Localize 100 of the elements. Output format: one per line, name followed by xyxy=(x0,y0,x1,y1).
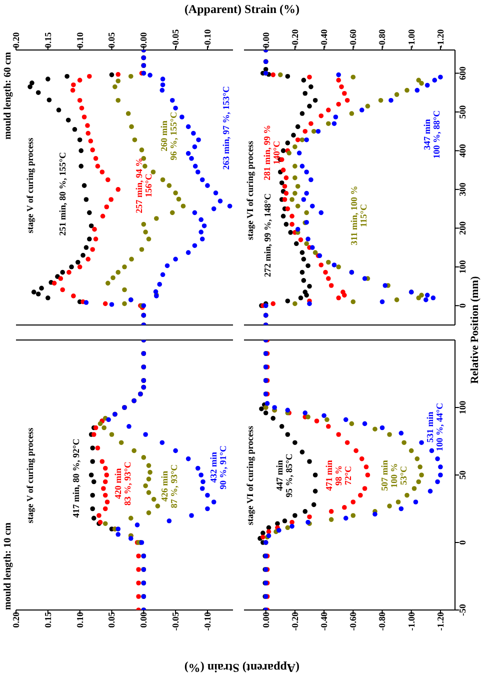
point xyxy=(28,84,32,90)
point xyxy=(308,84,314,90)
point xyxy=(378,98,384,103)
x-tick-label: 0.05 xyxy=(106,32,117,48)
x-tick-label: 0.05 xyxy=(106,612,117,628)
point xyxy=(79,106,84,110)
point xyxy=(416,78,422,83)
point xyxy=(272,405,277,410)
point xyxy=(310,204,315,208)
x-tick-label: -0.60 xyxy=(348,28,358,48)
point xyxy=(180,204,186,208)
point xyxy=(198,230,204,234)
point xyxy=(66,270,72,275)
point xyxy=(398,506,404,512)
text: 251 min, 80 %, 155°C xyxy=(58,152,68,236)
point xyxy=(307,301,312,306)
text: mould length: 60 cm xyxy=(2,51,14,140)
point xyxy=(364,464,369,470)
point xyxy=(173,256,178,262)
y-tick-label: 200 xyxy=(457,220,468,235)
point xyxy=(344,440,350,445)
point xyxy=(435,456,440,462)
point xyxy=(304,241,309,246)
point xyxy=(312,98,318,103)
point xyxy=(150,170,156,174)
point xyxy=(157,282,162,287)
point xyxy=(93,156,98,161)
point xyxy=(307,74,312,80)
text: 347 min 100 %, 88°C xyxy=(422,110,442,159)
point xyxy=(80,252,86,258)
point xyxy=(160,82,166,88)
point xyxy=(308,177,314,182)
point xyxy=(104,500,110,504)
point xyxy=(292,144,298,150)
point xyxy=(192,164,198,169)
point xyxy=(424,292,430,298)
point xyxy=(71,294,76,298)
point xyxy=(86,74,92,79)
x-tick-label: -0.40 xyxy=(319,612,330,631)
point xyxy=(284,190,289,196)
point xyxy=(336,264,341,270)
point xyxy=(173,190,178,196)
point xyxy=(160,76,166,82)
point xyxy=(359,456,364,462)
point xyxy=(126,424,132,429)
x-tick-label: -0.10 xyxy=(202,612,212,631)
point xyxy=(416,295,422,300)
y-axis-title: Relative Position (mm) xyxy=(469,276,481,384)
point xyxy=(284,175,289,180)
point xyxy=(102,301,108,306)
point xyxy=(196,137,201,142)
point xyxy=(136,554,141,558)
point xyxy=(116,72,121,77)
point xyxy=(404,492,410,498)
point xyxy=(280,168,286,172)
y-tick-label: 600 xyxy=(457,66,468,80)
point xyxy=(146,463,152,468)
point xyxy=(286,150,292,156)
point xyxy=(292,164,298,169)
point xyxy=(394,92,400,97)
point xyxy=(342,90,347,96)
point xyxy=(301,278,306,283)
x-tick-label: -0.40 xyxy=(319,28,330,48)
x-tick-label: -0.80 xyxy=(377,612,388,631)
point xyxy=(112,84,118,90)
point xyxy=(90,492,95,498)
point xyxy=(109,72,114,78)
point xyxy=(300,250,305,255)
point xyxy=(285,408,290,413)
point xyxy=(60,270,65,275)
point xyxy=(146,490,152,495)
point xyxy=(106,417,111,422)
point xyxy=(424,82,430,88)
point xyxy=(106,177,110,182)
point xyxy=(306,263,310,268)
y-tick-label: 100 xyxy=(457,400,468,414)
point xyxy=(86,210,92,216)
point xyxy=(160,440,165,445)
point xyxy=(295,137,300,142)
point xyxy=(301,78,306,83)
point xyxy=(290,197,294,202)
point xyxy=(95,446,100,450)
point xyxy=(365,104,370,109)
annotation: stage V of curing process xyxy=(25,427,36,524)
point xyxy=(166,518,172,524)
point xyxy=(270,416,276,421)
text: 447 min 95 %, 85°C xyxy=(274,454,294,498)
point xyxy=(191,130,196,136)
point xyxy=(350,500,356,504)
point xyxy=(291,132,296,138)
point xyxy=(300,137,305,142)
point xyxy=(90,459,95,464)
point xyxy=(102,479,108,484)
point xyxy=(106,280,110,286)
point xyxy=(292,440,298,445)
point xyxy=(82,183,87,188)
point xyxy=(336,432,341,437)
text: 471 min 98 % 72°C xyxy=(324,460,354,491)
point xyxy=(100,459,105,464)
text: 507 min 100 % 53°C xyxy=(379,460,408,491)
